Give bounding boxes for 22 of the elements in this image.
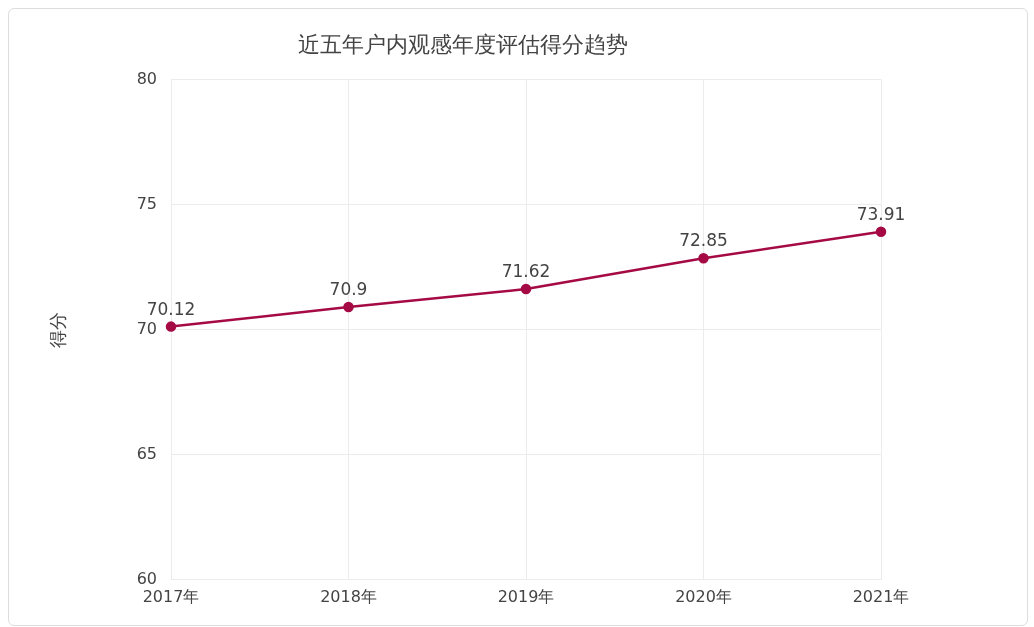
data-label: 71.62 — [501, 260, 551, 281]
data-label: 73.91 — [856, 203, 906, 224]
data-label: 70.9 — [329, 279, 368, 299]
point — [343, 301, 354, 313]
point — [165, 321, 177, 332]
point — [698, 253, 709, 264]
x-tick-label: 2021年 — [852, 586, 910, 606]
data-label: 72.85 — [679, 230, 728, 251]
point — [520, 283, 532, 295]
y-tick-label: 75 — [136, 193, 157, 213]
x-tick-label: 2020年 — [675, 586, 732, 606]
point — [875, 226, 887, 238]
chart-title: 近五年户内观感年度评估得分趋势 — [298, 31, 628, 57]
x-tick-label: 2019年 — [497, 586, 555, 606]
x-tick-label: 2017年 — [142, 586, 200, 606]
y-axis-title: 得分 — [47, 311, 69, 348]
y-tick-label: 65 — [136, 443, 157, 463]
y-tick-label: 60 — [136, 568, 157, 588]
y-tick-label: 80 — [136, 68, 157, 88]
data-label: 70.12 — [146, 298, 196, 319]
x-tick-label: 2018年 — [320, 586, 377, 606]
y-tick-label: 70 — [136, 318, 157, 338]
